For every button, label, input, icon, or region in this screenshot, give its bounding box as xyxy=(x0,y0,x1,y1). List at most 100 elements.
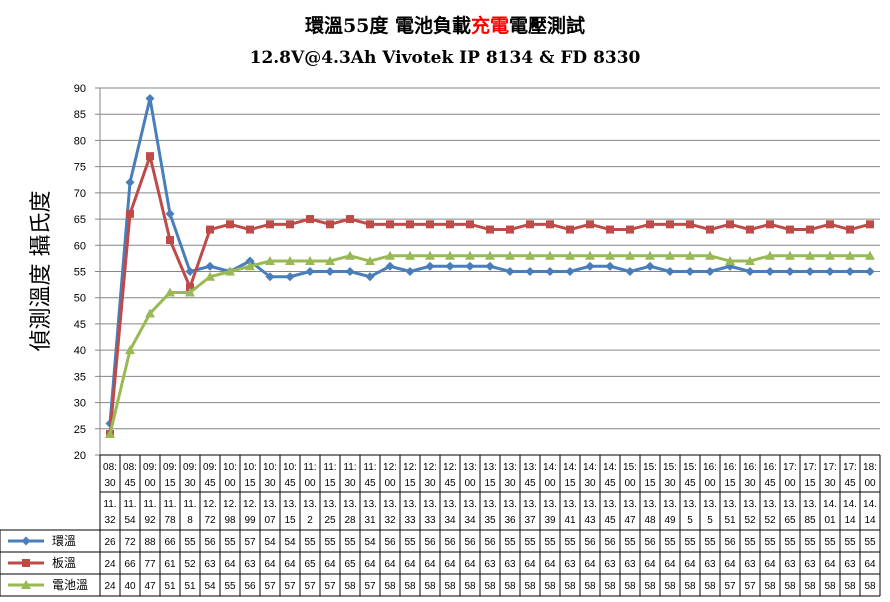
chart-subtitle: 12.8V@4.3Ah Vivotek IP 8134 & FD 8330 xyxy=(250,48,641,68)
legend-marker xyxy=(21,536,31,546)
data-label: 55 xyxy=(864,537,876,548)
data-point xyxy=(586,220,594,229)
x-voltage-label: 51 xyxy=(724,515,736,526)
data-point xyxy=(866,220,874,229)
x-tick-label: 45 xyxy=(524,478,536,489)
data-label: 58 xyxy=(704,581,716,592)
data-point xyxy=(305,267,315,276)
grid-lines xyxy=(100,87,880,456)
x-tick-label: 11: xyxy=(323,462,336,473)
data-label: 54 xyxy=(264,537,276,548)
x-voltage-label: 13. xyxy=(683,499,697,510)
x-tick-label: 15 xyxy=(564,478,576,489)
data-point xyxy=(146,152,154,161)
x-tick-label: 15 xyxy=(164,478,176,489)
x-voltage-label: 07 xyxy=(264,515,276,526)
legend-marker xyxy=(22,559,30,567)
x-voltage-label: 85 xyxy=(804,515,816,526)
x-tick-label: 15 xyxy=(644,478,656,489)
data-point xyxy=(626,225,634,234)
x-voltage-label: 13. xyxy=(563,499,577,510)
x-voltage-label: 13. xyxy=(583,499,597,510)
data-point xyxy=(605,261,615,271)
y-tick-label: 45 xyxy=(74,319,86,331)
data-point xyxy=(546,220,554,229)
x-tick-label: 14: xyxy=(603,462,617,473)
y-axis-label: 偵測溫度 攝氏度 xyxy=(29,191,54,352)
x-voltage-label: 54 xyxy=(124,515,136,526)
series-lines xyxy=(105,93,875,439)
x-voltage-label: 13. xyxy=(403,499,417,510)
data-label: 55 xyxy=(544,537,556,548)
x-voltage-label: 13. xyxy=(443,499,457,510)
data-point xyxy=(525,250,535,260)
data-label: 55 xyxy=(504,537,516,548)
data-label: 64 xyxy=(764,559,776,570)
data-label: 56 xyxy=(464,537,476,548)
x-voltage-label: 13. xyxy=(783,499,797,510)
x-tick-label: 09: xyxy=(163,462,177,473)
data-point xyxy=(646,220,654,229)
data-point xyxy=(805,267,815,276)
data-point xyxy=(206,225,214,234)
data-label: 72 xyxy=(124,537,136,548)
data-label: 55 xyxy=(624,537,636,548)
x-voltage-label: 92 xyxy=(144,515,156,526)
data-label: 24 xyxy=(104,581,116,592)
x-voltage-label: 5 xyxy=(687,515,693,526)
data-point xyxy=(225,266,235,276)
x-voltage-label: 13. xyxy=(603,499,617,510)
x-voltage-label: 11. xyxy=(143,499,156,510)
x-tick-label: 15: xyxy=(643,462,657,473)
x-voltage-label: 37 xyxy=(524,515,536,526)
x-tick-label: 00 xyxy=(304,478,316,489)
data-point xyxy=(746,225,754,234)
x-voltage-label: 12. xyxy=(203,499,217,510)
series-3 xyxy=(105,250,875,439)
data-label: 55 xyxy=(224,537,236,548)
data-point xyxy=(505,267,515,276)
data-point xyxy=(765,250,775,260)
data-point xyxy=(825,250,835,260)
legend-label: 電池溫 xyxy=(52,578,88,592)
x-voltage-label: 14. xyxy=(843,499,857,510)
x-tick-label: 14: xyxy=(563,462,577,473)
data-label: 66 xyxy=(124,559,136,570)
x-tick-label: 00 xyxy=(544,478,556,489)
x-tick-label: 00 xyxy=(704,478,716,489)
x-tick-label: 17: xyxy=(803,462,817,473)
series-line xyxy=(108,154,871,435)
data-label: 64 xyxy=(384,559,396,570)
data-point xyxy=(325,267,335,276)
x-voltage-label: 13. xyxy=(283,499,297,510)
x-tick-label: 12: xyxy=(383,462,397,473)
data-label: 63 xyxy=(804,559,816,570)
x-tick-label: 15 xyxy=(724,478,736,489)
x-tick-label: 10: xyxy=(243,462,257,473)
data-point xyxy=(266,220,274,229)
data-label: 55 xyxy=(344,537,356,548)
data-label: 58 xyxy=(384,581,396,592)
x-tick-label: 15: xyxy=(683,462,697,473)
x-voltage-label: 13. xyxy=(463,499,477,510)
data-label: 64 xyxy=(284,559,296,570)
data-label: 58 xyxy=(524,581,536,592)
data-point xyxy=(606,225,614,234)
data-point xyxy=(545,267,555,276)
x-voltage-label: 78 xyxy=(164,515,176,526)
data-label: 63 xyxy=(844,559,856,570)
x-tick-label: 45 xyxy=(124,478,136,489)
chart-title: 環溫55度 電池負載充電電壓測試 xyxy=(305,14,585,37)
data-label: 58 xyxy=(344,581,356,592)
data-point xyxy=(826,220,834,229)
x-voltage-label: 12. xyxy=(243,499,257,510)
data-label: 56 xyxy=(384,537,396,548)
data-point xyxy=(686,220,694,229)
x-voltage-label: 72 xyxy=(204,515,216,526)
x-voltage-label: 31 xyxy=(364,515,376,526)
data-point xyxy=(666,220,674,229)
data-point xyxy=(566,225,574,234)
x-tick-label: 13: xyxy=(503,462,517,473)
data-label: 58 xyxy=(564,581,576,592)
x-tick-label: 45 xyxy=(684,478,696,489)
